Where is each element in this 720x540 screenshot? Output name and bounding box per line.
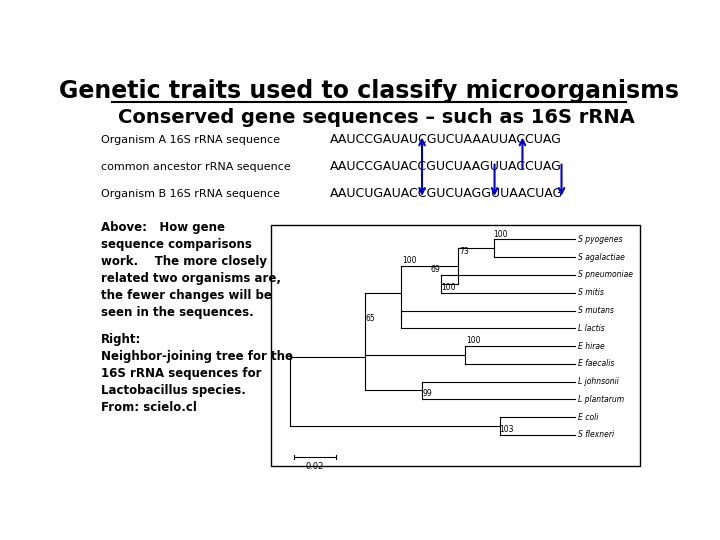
Text: Right:
Neighbor-joining tree for the
16S rRNA sequences for
Lactobacillus specie: Right: Neighbor-joining tree for the 16S…: [101, 333, 293, 414]
Text: Organism B 16S rRNA sequence: Organism B 16S rRNA sequence: [101, 188, 280, 199]
Text: 99: 99: [422, 389, 432, 398]
Text: AAUCUGAUACCGUCUAGGUUAACUAG: AAUCUGAUACCGUCUAGGUUAACUAG: [330, 187, 563, 200]
Text: S pneumoniae: S pneumoniae: [578, 271, 634, 280]
Text: 65: 65: [366, 314, 375, 322]
Text: 103: 103: [499, 425, 513, 434]
Text: 0.02: 0.02: [305, 462, 324, 471]
Bar: [271, 225, 639, 466]
Text: common ancestor rRNA sequence: common ancestor rRNA sequence: [101, 161, 291, 172]
Text: 73: 73: [459, 247, 469, 256]
Text: 100: 100: [493, 230, 508, 239]
Text: S agalactiae: S agalactiae: [578, 253, 625, 262]
Text: Conserved gene sequences – such as 16S rRNA: Conserved gene sequences – such as 16S r…: [118, 109, 634, 127]
Text: E hirae: E hirae: [578, 341, 605, 350]
Text: 100: 100: [466, 336, 480, 345]
Text: L lactis: L lactis: [578, 324, 605, 333]
Text: 100: 100: [441, 283, 456, 292]
Text: Organism A 16S rRNA sequence: Organism A 16S rRNA sequence: [101, 134, 280, 145]
Text: S flexneri: S flexneri: [578, 430, 614, 440]
Text: S pyogenes: S pyogenes: [578, 235, 623, 244]
Text: E faecalis: E faecalis: [578, 359, 615, 368]
Text: S mitis: S mitis: [578, 288, 604, 297]
Text: S mutans: S mutans: [578, 306, 614, 315]
Text: Genetic traits used to classify microorganisms: Genetic traits used to classify microorg…: [59, 79, 679, 103]
Text: 69: 69: [431, 265, 440, 274]
Text: Above:   How gene
sequence comparisons
work.    The more closely
related two org: Above: How gene sequence comparisons wor…: [101, 221, 281, 319]
Text: AAUCCGAUACCGUCUAAGUUACCUAG: AAUCCGAUACCGUCUAAGUUACCUAG: [330, 160, 562, 173]
Text: L johnsonii: L johnsonii: [578, 377, 619, 386]
Text: E coli: E coli: [578, 413, 598, 422]
Text: 100: 100: [402, 256, 416, 265]
Text: L plantarum: L plantarum: [578, 395, 624, 404]
Text: AAUCCGAUAUCGUCUAAAUUACCUAG: AAUCCGAUAUCGUCUAAAUUACCUAG: [330, 133, 562, 146]
